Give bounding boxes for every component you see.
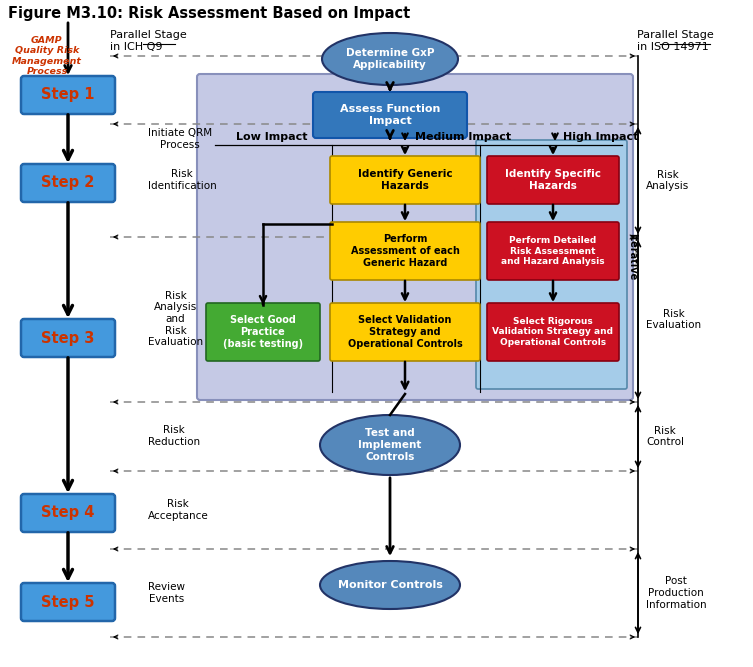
- Text: Step 5: Step 5: [41, 594, 95, 610]
- Text: Assess Function
Impact: Assess Function Impact: [340, 104, 441, 126]
- FancyBboxPatch shape: [21, 76, 115, 114]
- Text: Select Good
Practice
(basic testing): Select Good Practice (basic testing): [223, 315, 303, 349]
- Ellipse shape: [320, 415, 460, 475]
- Text: Step 1: Step 1: [41, 87, 95, 103]
- Text: GAMP
Quality Risk
Management
Process: GAMP Quality Risk Management Process: [12, 36, 82, 76]
- Text: Initiate QRM
Process: Initiate QRM Process: [148, 128, 212, 150]
- Text: Iterative: Iterative: [627, 233, 637, 281]
- FancyBboxPatch shape: [487, 303, 619, 361]
- Text: Review
Events: Review Events: [148, 582, 185, 604]
- FancyBboxPatch shape: [487, 222, 619, 280]
- FancyBboxPatch shape: [487, 156, 619, 204]
- Text: Post
Production
Information: Post Production Information: [646, 576, 706, 610]
- Text: Select Validation
Strategy and
Operational Controls: Select Validation Strategy and Operation…: [348, 315, 462, 349]
- Text: Step 3: Step 3: [41, 331, 95, 346]
- Text: Parallel Stage
in ICH Q9: Parallel Stage in ICH Q9: [110, 30, 187, 51]
- Text: Determine GxP
Applicability: Determine GxP Applicability: [346, 48, 434, 70]
- Text: Figure M3.10: Risk Assessment Based on Impact: Figure M3.10: Risk Assessment Based on I…: [8, 6, 410, 21]
- FancyBboxPatch shape: [21, 494, 115, 532]
- Text: High Impact: High Impact: [563, 132, 639, 142]
- FancyBboxPatch shape: [206, 303, 320, 361]
- Text: Risk
Analysis
and
Risk
Evaluation: Risk Analysis and Risk Evaluation: [148, 291, 203, 348]
- Text: Risk
Evaluation: Risk Evaluation: [646, 309, 701, 330]
- Text: Risk
Reduction: Risk Reduction: [148, 425, 200, 447]
- Text: Risk
Control: Risk Control: [646, 426, 684, 448]
- FancyBboxPatch shape: [330, 222, 480, 280]
- Text: Low Impact: Low Impact: [236, 132, 308, 142]
- Text: Monitor Controls: Monitor Controls: [337, 580, 443, 590]
- FancyBboxPatch shape: [330, 156, 480, 204]
- Text: Perform Detailed
Risk Assessment
and Hazard Analysis: Perform Detailed Risk Assessment and Haz…: [501, 236, 605, 266]
- Text: Identify Generic
Hazards: Identify Generic Hazards: [358, 169, 453, 191]
- Text: Select Rigorous
Validation Strategy and
Operational Controls: Select Rigorous Validation Strategy and …: [492, 317, 614, 347]
- Text: Risk
Analysis: Risk Analysis: [646, 169, 689, 191]
- FancyBboxPatch shape: [313, 92, 467, 138]
- Text: Medium Impact: Medium Impact: [415, 132, 511, 142]
- Text: Step 2: Step 2: [41, 175, 95, 191]
- FancyBboxPatch shape: [21, 319, 115, 357]
- Text: Perform
Assessment of each
Generic Hazard: Perform Assessment of each Generic Hazar…: [351, 234, 459, 267]
- FancyBboxPatch shape: [476, 140, 627, 389]
- Text: Parallel Stage
in ISO 14971: Parallel Stage in ISO 14971: [637, 30, 714, 51]
- Ellipse shape: [320, 561, 460, 609]
- Ellipse shape: [322, 33, 458, 85]
- FancyBboxPatch shape: [197, 74, 633, 400]
- Text: Identify Specific
Hazards: Identify Specific Hazards: [505, 169, 601, 191]
- Text: Risk
Identification: Risk Identification: [148, 169, 217, 191]
- Text: Step 4: Step 4: [41, 506, 95, 520]
- Text: Test and
Implement
Controls: Test and Implement Controls: [358, 428, 422, 462]
- FancyBboxPatch shape: [21, 583, 115, 621]
- FancyBboxPatch shape: [330, 303, 480, 361]
- FancyBboxPatch shape: [21, 164, 115, 202]
- Text: Risk
Acceptance: Risk Acceptance: [148, 499, 209, 521]
